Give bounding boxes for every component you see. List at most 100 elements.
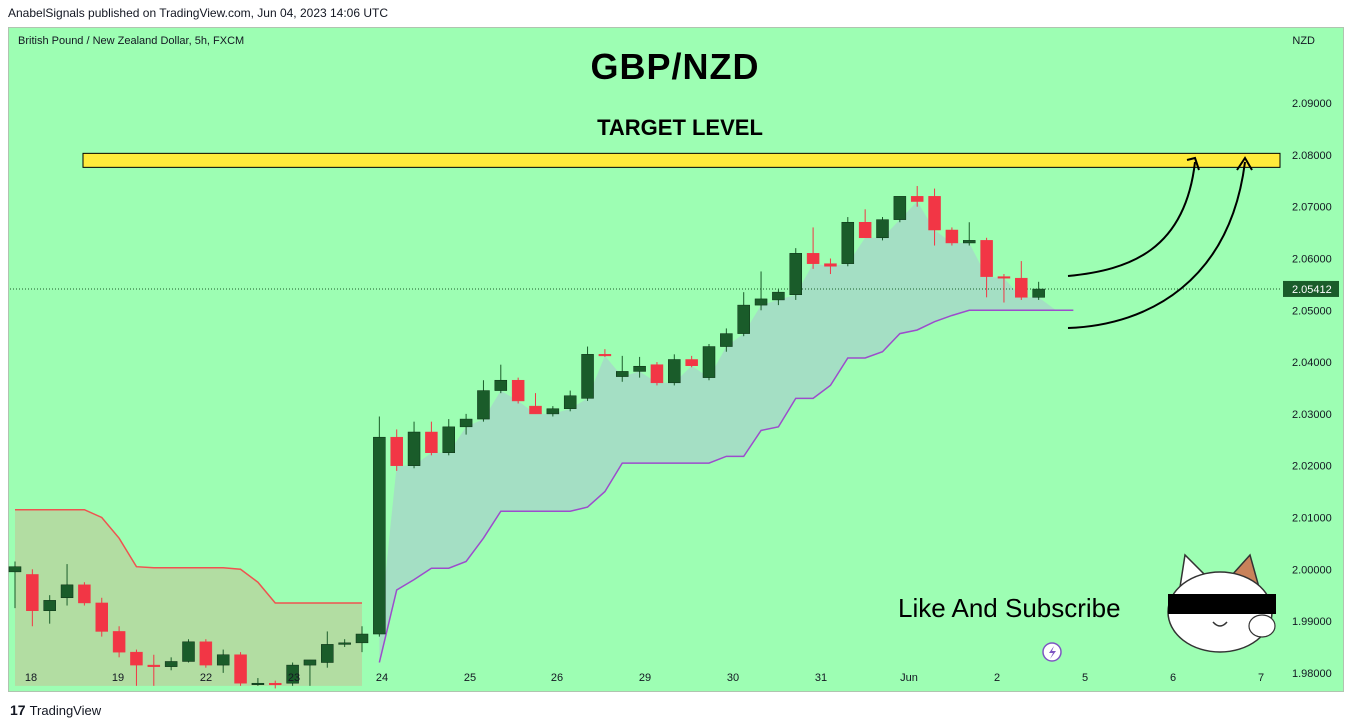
lower-band-line (378, 309, 1074, 663)
tradingview-brand: TradingView (29, 702, 102, 718)
y-tick-label: 2.06000 (1292, 253, 1332, 265)
candle (945, 229, 959, 244)
candle (112, 631, 126, 653)
x-tick-label: 6 (1170, 672, 1176, 684)
candle (494, 379, 508, 391)
x-tick-label: 29 (639, 672, 651, 684)
candle (286, 664, 299, 684)
like-subscribe-text: Like And Subscribe (898, 593, 1121, 623)
target-zone (82, 152, 1281, 168)
lower-band-fill (379, 201, 1074, 663)
y-tick-label: 2.01000 (1292, 512, 1332, 524)
candle (720, 333, 733, 347)
y-tick-label: 1.98000 (1292, 668, 1332, 680)
x-tick-label: 22 (200, 672, 212, 684)
candle (598, 354, 612, 357)
candle (407, 431, 421, 466)
candle (199, 641, 213, 666)
candle (269, 682, 282, 686)
candle (928, 196, 941, 231)
candle (841, 221, 855, 264)
y-tick-label: 2.08000 (1292, 150, 1332, 162)
candle (477, 390, 490, 420)
candle (321, 644, 334, 663)
x-tick-label: 30 (727, 672, 739, 684)
candle (511, 379, 525, 402)
candle (164, 661, 178, 667)
x-tick-label: 18 (25, 672, 37, 684)
candle (442, 426, 455, 453)
y-tick-label: 2.05000 (1292, 305, 1332, 317)
candle (43, 600, 56, 611)
candle (737, 304, 750, 334)
candle (893, 196, 907, 220)
currency-label: NZD (1292, 35, 1315, 47)
candle (26, 574, 39, 611)
x-tick-label: 26 (551, 672, 563, 684)
candle (633, 365, 646, 372)
candle (546, 408, 560, 415)
tradingview-footer[interactable]: 17 TradingView (10, 702, 101, 718)
x-tick-label: 23 (288, 672, 300, 684)
projection-arrow-1 (1067, 161, 1196, 277)
candle (963, 240, 976, 244)
x-tick-label: 24 (376, 672, 388, 684)
candle (824, 263, 837, 267)
candle (616, 371, 629, 377)
candle (789, 253, 802, 296)
upper-band-line (15, 508, 362, 604)
candle (668, 359, 681, 384)
candle (581, 354, 594, 399)
candle (980, 240, 993, 277)
x-tick-label: 19 (112, 672, 124, 684)
candle (251, 682, 265, 685)
x-tick-label: 2 (994, 672, 1000, 684)
candle (563, 395, 577, 409)
candle (373, 436, 386, 635)
candle (702, 346, 716, 378)
x-tick-label: Jun (900, 672, 918, 684)
y-tick-label: 2.09000 (1292, 98, 1332, 110)
candle (8, 566, 22, 573)
y-tick-label: 2.03000 (1292, 409, 1332, 421)
candle (806, 253, 820, 264)
projection-arrow-2 (1067, 161, 1246, 329)
x-tick-label: 25 (464, 672, 476, 684)
candle (390, 436, 403, 466)
y-tick-label: 2.04000 (1292, 357, 1332, 369)
y-tick-label: 2.02000 (1292, 461, 1332, 473)
candle (685, 359, 698, 366)
candle (234, 654, 247, 684)
candle (772, 291, 785, 301)
candle (858, 221, 872, 239)
candle (459, 418, 473, 428)
candle (1032, 288, 1045, 298)
last-price-label: 2.05412 (1292, 284, 1332, 296)
candle (1015, 277, 1028, 298)
symbol-info: British Pound / New Zealand Dollar, 5h, … (18, 35, 245, 47)
candle (338, 642, 351, 645)
y-tick-label: 2.00000 (1292, 564, 1332, 576)
candle (997, 276, 1011, 279)
chart-title: GBP/NZD (590, 46, 760, 87)
candle (147, 664, 161, 667)
upper-band-fill (15, 509, 362, 686)
y-tick-label: 1.99000 (1292, 616, 1332, 628)
candle (216, 654, 230, 666)
candle (182, 641, 195, 662)
candle (60, 584, 74, 599)
candle (754, 298, 768, 306)
tradingview-logo-icon: 17 (10, 702, 26, 718)
candle (78, 584, 91, 604)
target-level-label: TARGET LEVEL (597, 115, 763, 140)
candle (425, 431, 438, 453)
publish-header: AnabelSignals published on TradingView.c… (8, 6, 389, 20)
lightning-bolt-icon (1049, 646, 1056, 659)
x-tick-label: 5 (1082, 672, 1088, 684)
cat-paw-icon (1248, 614, 1276, 638)
y-tick-label: 2.07000 (1292, 202, 1332, 214)
candle (650, 364, 664, 384)
candle (130, 651, 143, 666)
arrow-head-2 (1236, 156, 1253, 171)
